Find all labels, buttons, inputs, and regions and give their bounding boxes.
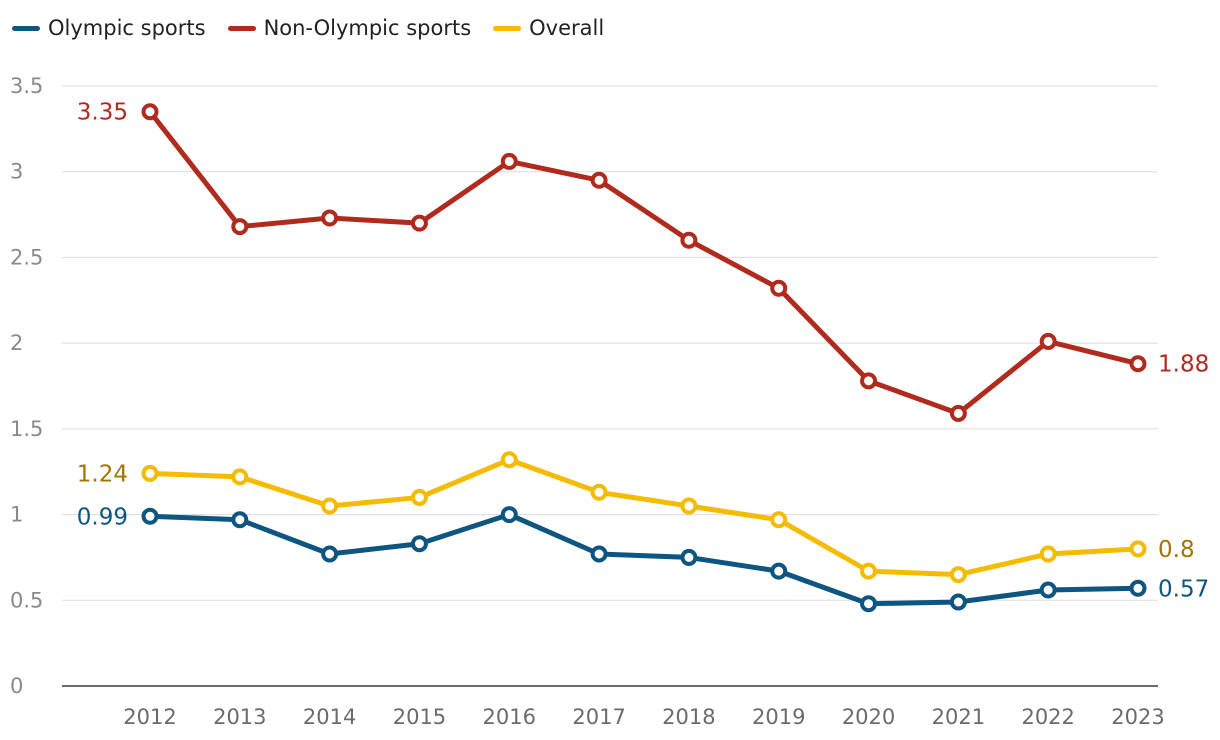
- data-point-non-olympic-sports-2023[interactable]: [1129, 355, 1147, 373]
- series-line-olympic-sports: [147, 512, 1141, 607]
- data-point-non-olympic-sports-2012[interactable]: [141, 103, 159, 121]
- x-tick-label: 2014: [303, 705, 356, 729]
- x-tick-label: 2013: [213, 705, 266, 729]
- data-point-non-olympic-sports-2017[interactable]: [590, 171, 608, 189]
- legend-item-olympic-sports[interactable]: Olympic sports: [12, 16, 206, 40]
- data-point-olympic-sports-2023[interactable]: [1129, 579, 1147, 597]
- y-tick-label: 2.5: [10, 245, 43, 269]
- x-tick-label: 2023: [1111, 705, 1164, 729]
- data-point-olympic-sports-2019[interactable]: [770, 562, 788, 580]
- data-point-overall-2018[interactable]: [680, 497, 698, 515]
- data-point-overall-2023[interactable]: [1129, 540, 1147, 558]
- x-tick-label: 2018: [662, 705, 715, 729]
- data-point-olympic-sports-2013[interactable]: [231, 511, 249, 529]
- data-point-overall-2013[interactable]: [231, 468, 249, 486]
- x-tick-label: 2017: [572, 705, 625, 729]
- legend-item-overall[interactable]: Overall: [493, 16, 604, 40]
- legend-item-non-olympic-sports[interactable]: Non-Olympic sports: [227, 16, 472, 40]
- series-line-non-olympic-sports: [147, 109, 1141, 416]
- data-label-start-overall: 1.24: [77, 461, 128, 487]
- legend-swatch-non-olympic-sports: [227, 25, 256, 31]
- legend: Olympic sports Non-Olympic sports Overal…: [12, 16, 604, 40]
- x-tick-label: 2015: [393, 705, 446, 729]
- data-point-non-olympic-sports-2022[interactable]: [1039, 332, 1057, 350]
- data-point-olympic-sports-2017[interactable]: [590, 545, 608, 563]
- y-tick-label: 2: [10, 331, 23, 355]
- legend-swatch-olympic-sports: [12, 25, 40, 31]
- data-point-non-olympic-sports-2014[interactable]: [321, 209, 339, 227]
- data-label-start-non-olympic-sports: 3.35: [77, 100, 128, 126]
- data-point-non-olympic-sports-2013[interactable]: [231, 218, 249, 236]
- data-point-overall-2015[interactable]: [410, 488, 428, 506]
- data-point-olympic-sports-2014[interactable]: [321, 545, 339, 563]
- data-point-olympic-sports-2016[interactable]: [500, 506, 518, 524]
- data-point-overall-2022[interactable]: [1039, 545, 1057, 563]
- legend-label-olympic-sports: Olympic sports: [48, 16, 206, 40]
- data-point-overall-2012[interactable]: [141, 464, 159, 482]
- data-label-end-overall: 0.8: [1158, 537, 1195, 563]
- data-point-non-olympic-sports-2018[interactable]: [680, 231, 698, 249]
- data-point-olympic-sports-2022[interactable]: [1039, 581, 1057, 599]
- x-tick-label: 2012: [123, 705, 176, 729]
- data-point-non-olympic-sports-2021[interactable]: [949, 404, 967, 422]
- data-point-non-olympic-sports-2019[interactable]: [770, 279, 788, 297]
- data-point-overall-2021[interactable]: [949, 566, 967, 584]
- data-point-olympic-sports-2018[interactable]: [680, 548, 698, 566]
- data-point-non-olympic-sports-2016[interactable]: [500, 152, 518, 170]
- data-point-non-olympic-sports-2015[interactable]: [410, 214, 428, 232]
- data-point-olympic-sports-2015[interactable]: [410, 535, 428, 553]
- data-label-end-non-olympic-sports: 1.88: [1158, 352, 1209, 378]
- x-tick-label: 2021: [932, 705, 985, 729]
- y-tick-label: 3: [10, 160, 23, 184]
- data-point-overall-2016[interactable]: [500, 451, 518, 469]
- x-tick-label: 2019: [752, 705, 805, 729]
- x-tick-label: 2016: [483, 705, 536, 729]
- data-point-olympic-sports-2012[interactable]: [141, 507, 159, 525]
- x-tick-label: 2022: [1021, 705, 1074, 729]
- y-tick-label: 0: [10, 674, 23, 698]
- legend-label-non-olympic-sports: Non-Olympic sports: [263, 16, 472, 40]
- y-tick-label: 3.5: [10, 74, 43, 98]
- data-label-start-olympic-sports: 0.99: [77, 504, 128, 530]
- x-tick-label: 2020: [842, 705, 895, 729]
- legend-swatch-overall: [493, 25, 522, 31]
- data-point-overall-2019[interactable]: [770, 511, 788, 529]
- legend-label-overall: Overall: [529, 16, 605, 40]
- data-point-overall-2014[interactable]: [321, 497, 339, 515]
- data-point-olympic-sports-2020[interactable]: [860, 595, 878, 613]
- data-label-end-olympic-sports: 0.57: [1158, 576, 1209, 602]
- data-point-non-olympic-sports-2020[interactable]: [860, 372, 878, 390]
- series-line-overall: [147, 457, 1141, 578]
- y-tick-label: 1: [10, 503, 23, 527]
- data-point-overall-2017[interactable]: [590, 483, 608, 501]
- y-tick-label: 0.5: [10, 588, 43, 612]
- data-point-olympic-sports-2021[interactable]: [949, 593, 967, 611]
- y-tick-label: 1.5: [10, 417, 43, 441]
- data-point-overall-2020[interactable]: [860, 562, 878, 580]
